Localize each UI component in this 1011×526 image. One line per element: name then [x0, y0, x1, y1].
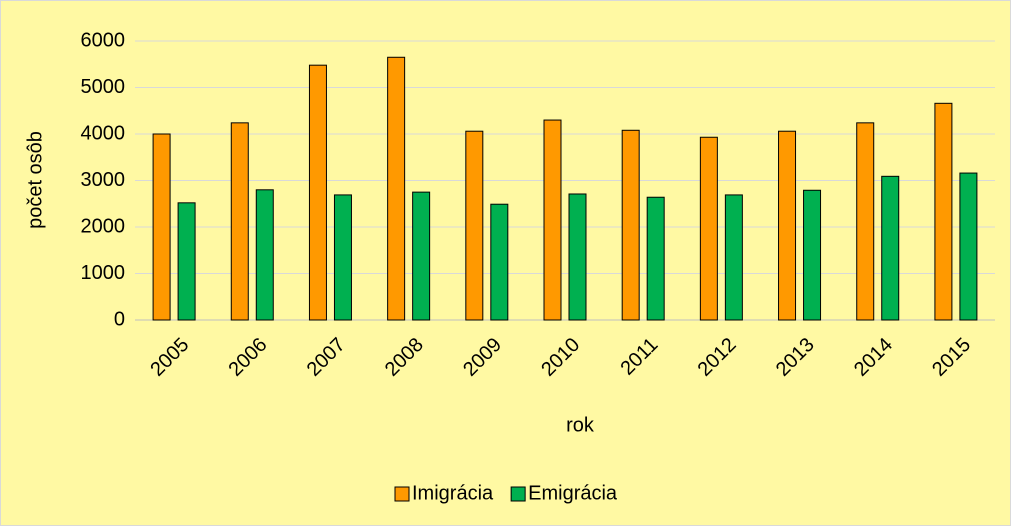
y-tick-label: 3000 — [81, 169, 126, 191]
bar — [543, 119, 562, 321]
x-axis-label: rok — [566, 414, 595, 436]
bar — [177, 202, 196, 321]
bar — [490, 203, 509, 321]
bar — [699, 136, 718, 321]
y-tick-label: 1000 — [81, 262, 126, 284]
bar — [934, 102, 953, 321]
bar — [959, 172, 978, 321]
bar — [412, 191, 431, 321]
y-tick-label: 0 — [114, 308, 125, 330]
legend-swatch — [510, 486, 526, 502]
y-tick-label: 4000 — [81, 122, 126, 144]
bar — [333, 194, 352, 321]
y-tick-label: 6000 — [81, 29, 126, 51]
bar — [856, 122, 875, 321]
bar — [568, 193, 587, 321]
bar — [230, 122, 249, 321]
bar — [465, 130, 484, 321]
bar — [152, 133, 171, 321]
y-axis-label: počet osôb — [24, 131, 46, 229]
legend-label: Imigrácia — [412, 482, 494, 504]
bar — [387, 56, 406, 321]
bar — [255, 189, 274, 321]
y-tick-label: 5000 — [81, 76, 126, 98]
bar — [778, 130, 797, 321]
bar — [881, 175, 900, 321]
legend-swatch — [394, 486, 410, 502]
bar — [621, 129, 640, 321]
bar — [724, 194, 743, 321]
bar — [308, 64, 327, 321]
bar — [646, 196, 665, 321]
y-tick-label: 2000 — [81, 215, 126, 237]
legend-label: Emigrácia — [528, 482, 618, 504]
bar — [803, 189, 822, 321]
